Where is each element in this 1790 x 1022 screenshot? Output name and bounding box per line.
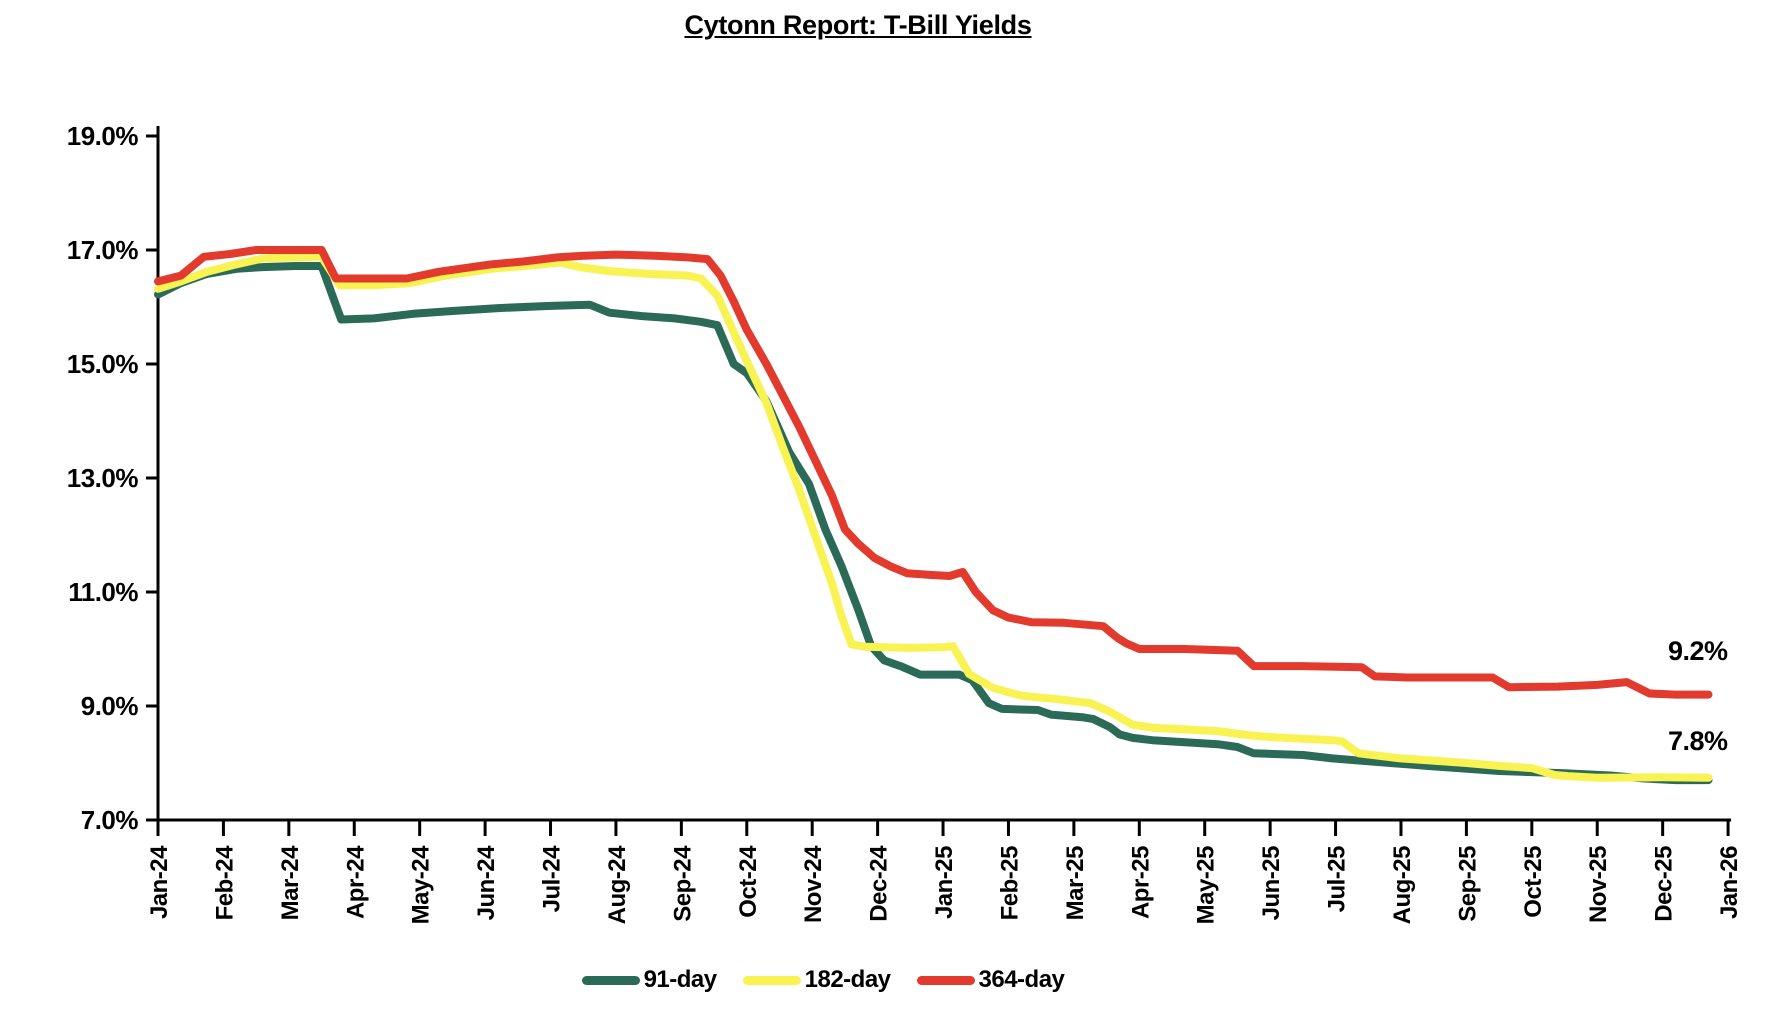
x-axis-label: Nov-24 <box>800 845 827 923</box>
x-axis-label: Aug-25 <box>1389 846 1416 924</box>
x-axis-label: Oct-25 <box>1520 846 1547 918</box>
legend-label-91-day: 91-day <box>643 966 718 993</box>
legend-swatch-364-day-icon <box>916 975 975 985</box>
y-axis-label: 17.0% <box>67 235 139 265</box>
x-axis-label: Aug-24 <box>604 845 631 924</box>
x-axis-label: May-25 <box>1193 846 1220 925</box>
y-axis-label: 9.0% <box>81 691 139 721</box>
series-line-91-day <box>154 262 1713 785</box>
x-axis-label: Apr-25 <box>1127 846 1154 919</box>
legend-item-91-day: 91-day <box>581 966 718 994</box>
y-axis-label: 15.0% <box>67 349 139 379</box>
x-axis-label: Apr-24 <box>342 845 369 919</box>
x-axis-label: Dec-25 <box>1651 846 1678 922</box>
x-axis-label: Jan-24 <box>146 845 173 919</box>
x-axis-label: May-24 <box>408 845 435 925</box>
end-label-182-day: 7.8% <box>1668 726 1728 756</box>
y-axis-label: 11.0% <box>68 577 138 607</box>
end-label-364-day: 9.2% <box>1668 636 1728 666</box>
x-axis-label: Feb-25 <box>996 846 1023 921</box>
x-axis-label: Oct-24 <box>735 845 762 918</box>
x-axis-label: Jan-26 <box>1716 846 1743 919</box>
x-axis-label: Jan-25 <box>931 846 958 919</box>
legend-item-182-day: 182-day <box>742 966 891 994</box>
legend-label-364-day: 364-day <box>978 966 1065 993</box>
x-axis-label: Jun-24 <box>473 845 500 921</box>
x-axis-label: Jun-25 <box>1258 846 1285 921</box>
chart-title: Cytonn Report: T-Bill Yields <box>684 10 1032 40</box>
x-axis-label: Nov-25 <box>1585 846 1612 923</box>
x-axis-label: Feb-24 <box>211 845 238 921</box>
x-axis-label: Sep-25 <box>1454 846 1481 922</box>
legend-item-364-day: 364-day <box>916 966 1065 994</box>
x-axis-label: Sep-24 <box>669 845 696 922</box>
legend-label-182-day: 182-day <box>804 966 891 993</box>
legend-swatch-182-day-icon <box>742 975 801 985</box>
x-axis-label: Jul-25 <box>1324 846 1351 913</box>
series-line-182-day <box>154 252 1713 782</box>
x-axis-label: Mar-24 <box>277 845 304 921</box>
legend-swatch-91-day-icon <box>581 975 640 985</box>
y-axis-label: 13.0% <box>67 463 139 493</box>
x-axis-label: Mar-25 <box>1062 846 1089 921</box>
series-line-364-day <box>154 246 1713 699</box>
y-axis-label: 19.0% <box>67 121 139 151</box>
y-axis-label: 7.0% <box>81 805 139 835</box>
x-axis-label: Dec-24 <box>866 845 893 922</box>
legend: 91-day 182-day 364-day <box>0 966 1646 994</box>
x-axis-label: Jul-24 <box>539 845 566 913</box>
